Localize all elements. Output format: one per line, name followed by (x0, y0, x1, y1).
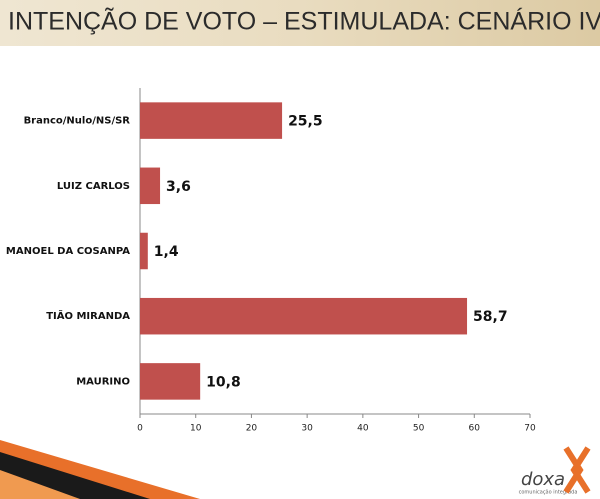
value-label: 3,6 (166, 179, 191, 195)
y-tick-label: Branco/Nulo/NS/SR (24, 116, 131, 127)
x-tick-label: 70 (524, 424, 536, 434)
bar (140, 232, 148, 270)
x-tick-label: 10 (190, 424, 202, 434)
x-tick-label: 30 (301, 424, 313, 434)
value-label: 58,7 (473, 309, 508, 325)
x-tick-label: 20 (246, 424, 258, 434)
y-tick-label: LUIZ CARLOS (57, 181, 130, 192)
value-label: 10,8 (206, 374, 241, 390)
chart-title: INTENÇÃO DE VOTO – ESTIMULADA: CENÁRIO I… (8, 7, 600, 36)
bar (140, 297, 468, 335)
header-band (0, 0, 600, 46)
x-tick-label: 60 (469, 424, 481, 434)
value-label: 25,5 (288, 114, 323, 130)
y-tick-label: MAURINO (76, 376, 130, 387)
x-tick-label: 40 (357, 424, 369, 434)
x-tick-label: 50 (413, 424, 425, 434)
bar (140, 363, 201, 400)
bar (140, 102, 283, 139)
decor-light (0, 470, 80, 499)
bar (140, 167, 161, 205)
logo-mark (563, 446, 591, 494)
y-tick-label: MANOEL DA COSANPA (6, 246, 130, 257)
y-tick-label: TIÃO MIRANDA (46, 309, 130, 322)
logo-tagline: comunicação integrada (519, 490, 578, 496)
x-tick-label: 0 (137, 424, 143, 434)
logo-name: doxa (521, 469, 565, 490)
value-label: 1,4 (154, 244, 179, 260)
